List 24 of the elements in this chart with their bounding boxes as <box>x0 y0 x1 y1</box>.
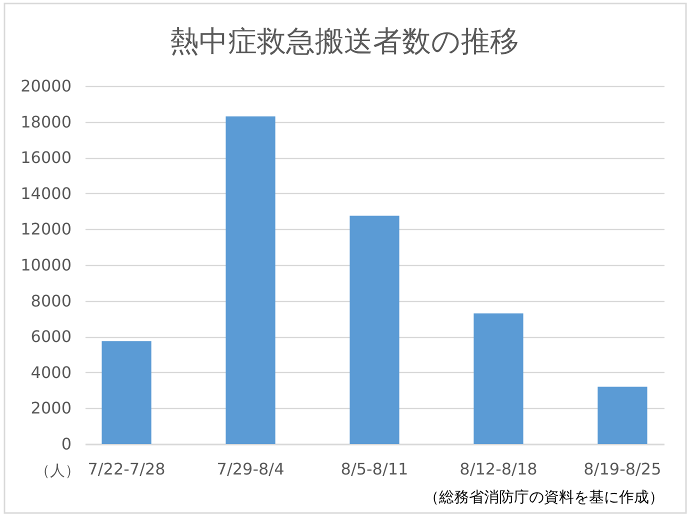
bar <box>350 216 400 444</box>
y-tick-label: 18000 <box>20 112 72 132</box>
y-tick-label: 4000 <box>30 362 72 382</box>
x-tick-label: 8/12-8/18 <box>460 460 538 478</box>
chart-title: 熱中症救急搬送者数の推移 <box>170 24 519 58</box>
y-tick-label: 16000 <box>20 148 72 168</box>
y-tick-label: 8000 <box>30 291 72 310</box>
y-tick-label: 12000 <box>20 220 72 239</box>
y-tick-label: 6000 <box>30 327 72 346</box>
x-tick-label: 7/29-8/4 <box>216 460 284 478</box>
y-tick-label: 2000 <box>30 398 72 418</box>
x-tick-label: 8/5-8/11 <box>340 460 408 478</box>
text: （総務省消防庁の資料を基に作成） <box>424 488 664 506</box>
bar <box>474 313 524 444</box>
x-tick-label: 8/19-8/25 <box>584 460 662 478</box>
bar <box>102 341 152 444</box>
x-tick-label: 7/22-7/28 <box>88 460 166 478</box>
bar <box>226 116 276 444</box>
y-tick-label: 14000 <box>20 184 72 203</box>
y-tick-label: 0 <box>61 434 72 454</box>
y-tick-label: 20000 <box>20 76 72 96</box>
y-axis-title: （人） <box>35 462 80 480</box>
y-tick-label: 10000 <box>20 256 72 274</box>
bar <box>598 386 648 444</box>
